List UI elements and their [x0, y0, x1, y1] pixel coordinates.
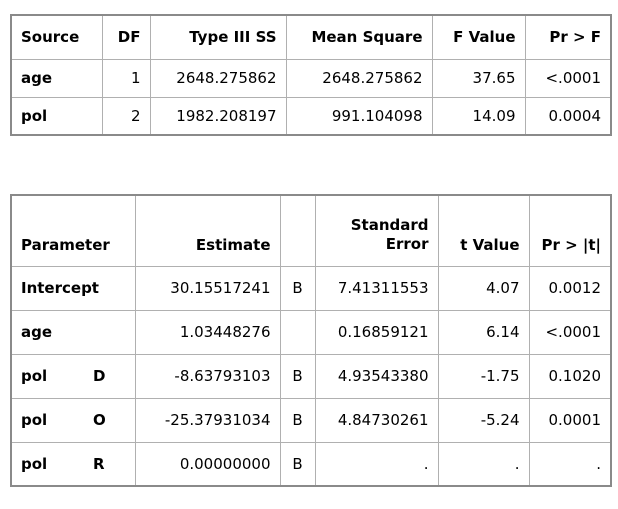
source-cell: age [10, 58, 103, 98]
ms-cell: 2648.275862 [285, 58, 433, 98]
header-parameter: Parameter [10, 194, 136, 267]
table-row: pol 2 1982.208197 991.104098 14.09 0.000… [10, 96, 612, 136]
anova-table: Source DF Type III SS Mean Square F Valu… [10, 14, 612, 136]
parameter-name-cell: age [10, 309, 136, 355]
table-row: Intercept 30.15517241 B 7.41311553 4.07 … [10, 265, 612, 311]
estimate-cell: -8.63793103 [134, 353, 281, 399]
p-value-cell: <.0001 [524, 58, 612, 98]
t-value-cell: -1.75 [437, 353, 530, 399]
p-value-cell: . [528, 441, 612, 487]
ss-cell: 2648.275862 [149, 58, 287, 98]
t-value-cell: . [437, 441, 530, 487]
stderr-cell: 4.93543380 [314, 353, 439, 399]
p-value-cell: 0.0001 [528, 397, 612, 443]
stderr-cell: 7.41311553 [314, 265, 439, 311]
parameter-level-cell: D [84, 353, 136, 399]
header-t-value: t Value [437, 194, 530, 267]
source-cell: pol [10, 96, 103, 136]
f-value-cell: 14.09 [431, 96, 526, 136]
params-header-row: Parameter Estimate Standard Error t Value… [10, 194, 612, 267]
stderr-cell: 0.16859121 [314, 309, 439, 355]
ss-cell: 1982.208197 [149, 96, 287, 136]
parameter-name-cell: pol [10, 353, 84, 399]
p-value-cell: <.0001 [528, 309, 612, 355]
parameter-level-cell: O [84, 397, 136, 443]
header-f-value: F Value [431, 14, 526, 60]
estimate-cell: -25.37931034 [134, 397, 281, 443]
flag-cell: B [279, 265, 316, 311]
df-cell: 1 [101, 58, 151, 98]
t-value-cell: 6.14 [437, 309, 530, 355]
ms-cell: 991.104098 [285, 96, 433, 136]
estimate-cell: 0.00000000 [134, 441, 281, 487]
df-cell: 2 [101, 96, 151, 136]
header-df: DF [101, 14, 151, 60]
t-value-cell: -5.24 [437, 397, 530, 443]
parameter-name-cell: Intercept [10, 265, 136, 311]
stderr-cell: . [314, 441, 439, 487]
parameter-level-cell: R [84, 441, 136, 487]
header-standard-error-line2: Error [385, 234, 429, 253]
flag-cell: B [279, 397, 316, 443]
table-row: pol D -8.63793103 B 4.93543380 -1.75 0.1… [10, 353, 612, 399]
stderr-cell: 4.84730261 [314, 397, 439, 443]
header-type-iii-ss: Type III SS [149, 14, 287, 60]
table-row: pol R 0.00000000 B . . . [10, 441, 612, 487]
header-standard-error: Standard Error [314, 194, 439, 267]
t-value-cell: 4.07 [437, 265, 530, 311]
table-row: age 1 2648.275862 2648.275862 37.65 <.00… [10, 58, 612, 98]
header-mean-square: Mean Square [285, 14, 433, 60]
header-source: Source [10, 14, 103, 60]
table-row: pol O -25.37931034 B 4.84730261 -5.24 0.… [10, 397, 612, 443]
p-value-cell: 0.0012 [528, 265, 612, 311]
parameter-name-cell: pol [10, 397, 84, 443]
header-estimate: Estimate [134, 194, 281, 267]
parameter-estimates-table: Parameter Estimate Standard Error t Value… [10, 194, 612, 487]
estimate-cell: 30.15517241 [134, 265, 281, 311]
header-standard-error-line1: Standard [350, 215, 429, 234]
p-value-cell: 0.0004 [524, 96, 612, 136]
f-value-cell: 37.65 [431, 58, 526, 98]
parameter-name-cell: pol [10, 441, 84, 487]
flag-cell: B [279, 441, 316, 487]
flag-cell: B [279, 353, 316, 399]
header-pr-f: Pr > F [524, 14, 612, 60]
flag-cell [279, 309, 316, 355]
header-pr-t: Pr > |t| [528, 194, 612, 267]
estimate-cell: 1.03448276 [134, 309, 281, 355]
anova-header-row: Source DF Type III SS Mean Square F Valu… [10, 14, 612, 60]
table-row: age 1.03448276 0.16859121 6.14 <.0001 [10, 309, 612, 355]
p-value-cell: 0.1020 [528, 353, 612, 399]
header-flag [279, 194, 316, 267]
